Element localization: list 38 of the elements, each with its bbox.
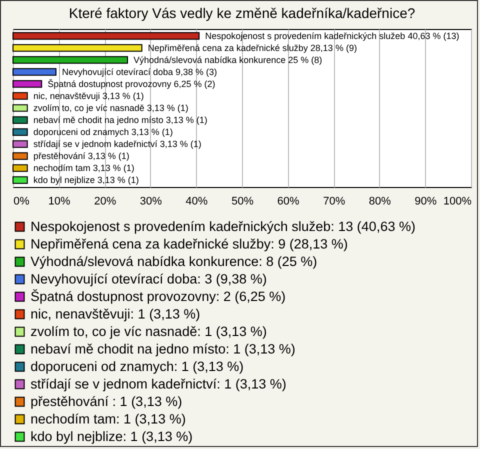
text: nechodím tam: 1 (3,13 %) (30, 411, 186, 426)
category-label: Nespokojenost s provedením kadeřnických služeb 40,63 % (13) (205, 30, 460, 41)
x-tick-label: 70% (323, 196, 346, 208)
category-label: Špatná dostupnost provozovny 6,25 % (2) (48, 78, 216, 89)
text: kdo byl nejblize: 1 (3,13 %) (30, 428, 193, 444)
category-label: Výhodná/slevová nabídka konkurence 25 % (8) (134, 54, 322, 65)
category-label: Nevyhovující otevírací doba 9,38 % (3) (62, 66, 218, 77)
text: Nevyhovující otevírací doba: 3 (9,38 %) (30, 271, 267, 286)
text: Nespokojenost s provedením kadeřnických služeb: 13 (40,63 %) (30, 218, 416, 234)
x-tick-label: 100% (443, 196, 472, 208)
x-tick-label: 90% (414, 196, 437, 208)
category-label: zvolím to, co je víc nasnadě 3,13 % (1) (33, 103, 188, 113)
category-label: kdo byl nejblize 3,13 % (1) (33, 175, 139, 186)
category-label: Nepřiměřená cena za kadeřnické služby 28,13 % (9) (148, 42, 357, 53)
text: přestěhování : 1 (3,13 %) (30, 394, 182, 409)
x-tick-label: 50% (231, 196, 254, 208)
category-label: střídají se v jednom kadeřnictví 3,13 % (1) (33, 139, 202, 150)
category-label: přestěhování 3,13 % (1) (33, 151, 130, 162)
text: nebaví mě chodit na jedno místo: 1 (3,13 %) (30, 341, 296, 356)
category-label: nebaví mě chodit na jedno místo 3,13 % (1) (33, 115, 208, 126)
chart-title: Které faktory Vás vedly ke změně kadeřníka/kadeřnice? (68, 5, 416, 21)
x-tick-label: 20% (94, 196, 116, 208)
text: doporuceni od znamych: 1 (3,13 %) (30, 358, 244, 374)
category-label: nic, nenavštěvuji 3,13 % (1) (33, 90, 144, 101)
category-label: nechodím tam 3,13 % (1) (33, 163, 134, 174)
x-tick-label: 60% (277, 196, 300, 208)
x-tick-label: 80% (368, 196, 392, 208)
text: nic, nenavštěvuji: 1 (3,13 %) (30, 306, 200, 322)
x-tick-label: 0% (14, 196, 30, 208)
text: Nepřiměřená cena za kadeřnické služby: 9 (28,13 %) (30, 236, 348, 252)
text: střídají se v jednom kadeřnictví: 1 (3,13 %) (30, 376, 286, 392)
category-label: doporuceni od znamych 3,13 % (1) (33, 127, 173, 138)
text: zvolím to, co je víc nasnadě: 1 (3,13 %) (30, 324, 267, 339)
x-tick-label: 30% (140, 196, 162, 208)
x-tick-label: 10% (48, 196, 71, 208)
x-tick-label: 40% (186, 196, 208, 208)
text: Výhodná/slevová nabídka konkurence: 8 (25 %) (30, 254, 318, 269)
text: Špatná dostupnost provozovny: 2 (6,25 %) (30, 288, 286, 304)
